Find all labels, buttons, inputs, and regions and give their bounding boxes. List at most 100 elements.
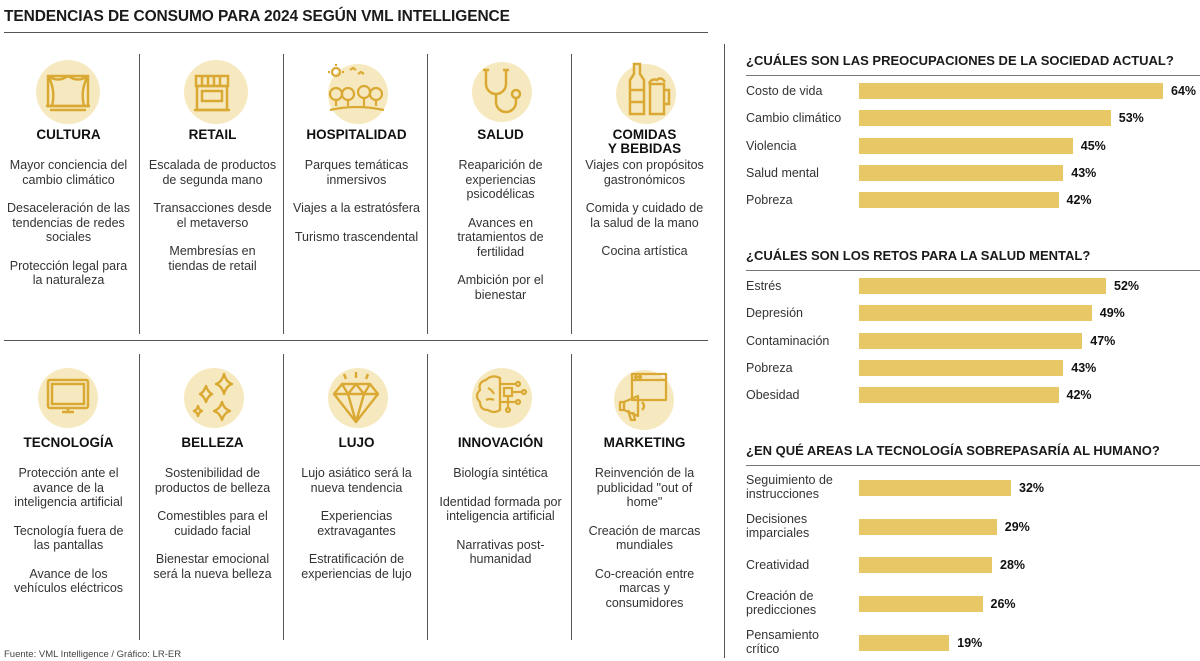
bar-label: Obesidad bbox=[746, 388, 800, 403]
grid-divider bbox=[283, 54, 284, 334]
trend-item: Co-creación entre marcas y consumidores bbox=[594, 566, 695, 610]
sector-trends: Escalada de productos de segunda mano Tr… bbox=[148, 158, 277, 287]
bar-label: Contaminación bbox=[746, 333, 830, 348]
chart-title: ¿CUÁLES SON LAS PREOCUPACIONES DE LA SOC… bbox=[746, 53, 1174, 68]
trend-item: Membresías en tiendas de retail bbox=[168, 244, 257, 273]
bar-label-line: predicciones bbox=[746, 603, 817, 618]
sector-name: HOSPITALIDAD bbox=[306, 127, 407, 142]
bar-label: Creación de predicciones bbox=[746, 589, 816, 617]
sector-trends: Parques temáticas inmersivos Viajes a la… bbox=[292, 158, 421, 258]
bar-label-line: Creatividad bbox=[746, 558, 810, 573]
bar bbox=[859, 557, 992, 574]
sector-name-line: COMIDAS bbox=[612, 127, 677, 142]
bar-value-label: 45% bbox=[1080, 138, 1106, 153]
sector-trends: Viajes con propósitos gastronómicos Comi… bbox=[580, 158, 709, 273]
sector-card-marketing: MARKETING Reinvención de la publicidad "… bbox=[572, 352, 717, 646]
sector-card-salud: SALUD Reaparición de experiencias psicod… bbox=[428, 44, 573, 338]
bar bbox=[859, 332, 1083, 349]
trend-item: Narrativas post-humanidad bbox=[456, 537, 545, 567]
bar-label: Cambio climático bbox=[746, 111, 842, 126]
storefront-icon bbox=[184, 60, 248, 124]
bar-label: Pobreza bbox=[746, 193, 793, 208]
bar-label: Seguimiento de instrucciones bbox=[746, 473, 833, 501]
bar-label: Salud mental bbox=[746, 165, 819, 180]
sector-name: LUJO bbox=[338, 435, 375, 450]
bar-label-line: Creación de bbox=[746, 589, 814, 604]
trends-grid: CULTURA Mayor conciencia del cambio clim… bbox=[0, 44, 710, 644]
bar bbox=[859, 192, 1059, 209]
charts-panel: ¿CUÁLES SON LAS PREOCUPACIONES DE LA SOC… bbox=[746, 0, 1200, 661]
trend-item: Mayor conciencia del cambio climático bbox=[9, 158, 128, 187]
sector-name: RETAIL bbox=[188, 127, 237, 142]
bar-label-line: Pensamiento bbox=[746, 627, 819, 642]
bar-label: Depresión bbox=[746, 306, 803, 321]
bar-value-label: 32% bbox=[1019, 481, 1045, 495]
bar bbox=[859, 387, 1059, 404]
grid-divider bbox=[4, 340, 708, 341]
bar-label-line: instrucciones bbox=[746, 487, 819, 501]
bar bbox=[859, 359, 1064, 376]
trend-item: Comestibles para el cuidado facial bbox=[157, 509, 268, 538]
grid-divider bbox=[139, 354, 140, 640]
sector-card-retail: RETAIL Escalada de productos de segunda … bbox=[140, 44, 285, 338]
bar bbox=[859, 480, 1011, 496]
sector-card-lujo: LUJO Lujo asiático será la nueva tendenc… bbox=[284, 352, 429, 646]
sector-name: CULTURA bbox=[36, 127, 101, 142]
chart-divider bbox=[746, 270, 1200, 271]
trend-item: Reinvención de la publicidad "out of hom… bbox=[594, 466, 695, 509]
chart-divider bbox=[746, 465, 1200, 466]
trend-item: Estratificación de experiencias de lujo bbox=[301, 552, 412, 581]
chart-title: ¿EN QUÉ AREAS LA TECNOLOGÍA SOBREPASARÍA… bbox=[746, 443, 1160, 458]
bar-value-label: 47% bbox=[1090, 333, 1116, 348]
sector-card-cultura: CULTURA Mayor conciencia del cambio clim… bbox=[0, 44, 141, 338]
bar-label: Decisiones imparciales bbox=[746, 512, 809, 540]
trend-item: Avance de los vehículos eléctricos bbox=[13, 566, 124, 596]
diamond-icon bbox=[328, 368, 388, 428]
trend-item: Reaparición de experiencias psicodélicas bbox=[458, 158, 543, 201]
sector-trends: Reinvención de la publicidad "out of hom… bbox=[580, 466, 709, 624]
bar-value-label: 42% bbox=[1066, 193, 1092, 208]
bar-value-label: 43% bbox=[1071, 165, 1097, 180]
page-title: TENDENCIAS DE CONSUMO PARA 2024 SEGÚN VM… bbox=[4, 8, 510, 25]
grid-divider bbox=[427, 54, 428, 334]
sector-card-belleza: BELLEZA Sostenibilidad de productos de b… bbox=[140, 352, 285, 646]
bar-label: Pensamiento crítico bbox=[746, 628, 819, 656]
source-note: Fuente: VML Intelligence / Gráfico: LR-E… bbox=[4, 649, 182, 660]
sector-name: INNOVACIÓN bbox=[457, 435, 544, 450]
sector-name: SALUD bbox=[477, 127, 524, 142]
title-divider bbox=[4, 32, 708, 33]
trend-item: Biología sintética bbox=[453, 466, 548, 480]
bar-value-label: 19% bbox=[957, 635, 983, 650]
bar-value-label: 29% bbox=[1004, 519, 1030, 534]
bottle-beer-icon bbox=[616, 62, 676, 124]
trend-item: Parques temáticas inmersivos bbox=[304, 158, 409, 187]
sector-name-line: Y BEBIDAS bbox=[607, 141, 682, 156]
trend-item: Viajes con propósitos gastronómicos bbox=[585, 158, 704, 187]
bar-label-line: Decisiones bbox=[746, 511, 808, 526]
sparkles-icon bbox=[184, 368, 244, 428]
bar-label: Violencia bbox=[746, 138, 797, 153]
trend-item: Avances en tratamientos de fertilidad bbox=[457, 215, 544, 259]
trend-item: Tecnología fuera de las pantallas bbox=[13, 523, 124, 553]
bar bbox=[859, 83, 1163, 99]
bar bbox=[859, 596, 983, 613]
bar-label: Pobreza bbox=[746, 360, 793, 375]
trend-item: Viajes a la estratósfera bbox=[293, 201, 420, 215]
sector-card-innovacion: INNOVACIÓN Biología sintética Identidad … bbox=[428, 352, 573, 646]
bar-value-label: 42% bbox=[1066, 388, 1092, 403]
bar bbox=[859, 164, 1064, 181]
bar-value-label: 26% bbox=[990, 597, 1016, 612]
grid-divider bbox=[571, 54, 572, 334]
trend-item: Cocina artística bbox=[601, 244, 688, 258]
theater-stage-icon bbox=[36, 60, 100, 124]
bar-value-label: 52% bbox=[1114, 279, 1140, 293]
sector-trends: Mayor conciencia del cambio climático De… bbox=[4, 158, 133, 302]
trend-item: Transacciones desde el metaverso bbox=[153, 201, 272, 230]
bar bbox=[859, 278, 1106, 294]
bar-label: Creatividad bbox=[746, 558, 809, 572]
bar-value-label: 28% bbox=[1000, 558, 1026, 573]
bar-value-label: 49% bbox=[1099, 306, 1125, 321]
bar-label-line: Seguimiento de bbox=[746, 473, 833, 487]
sector-name: MARKETING bbox=[603, 435, 686, 450]
trend-item: Bienestar emocional será la nueva bellez… bbox=[153, 552, 272, 581]
